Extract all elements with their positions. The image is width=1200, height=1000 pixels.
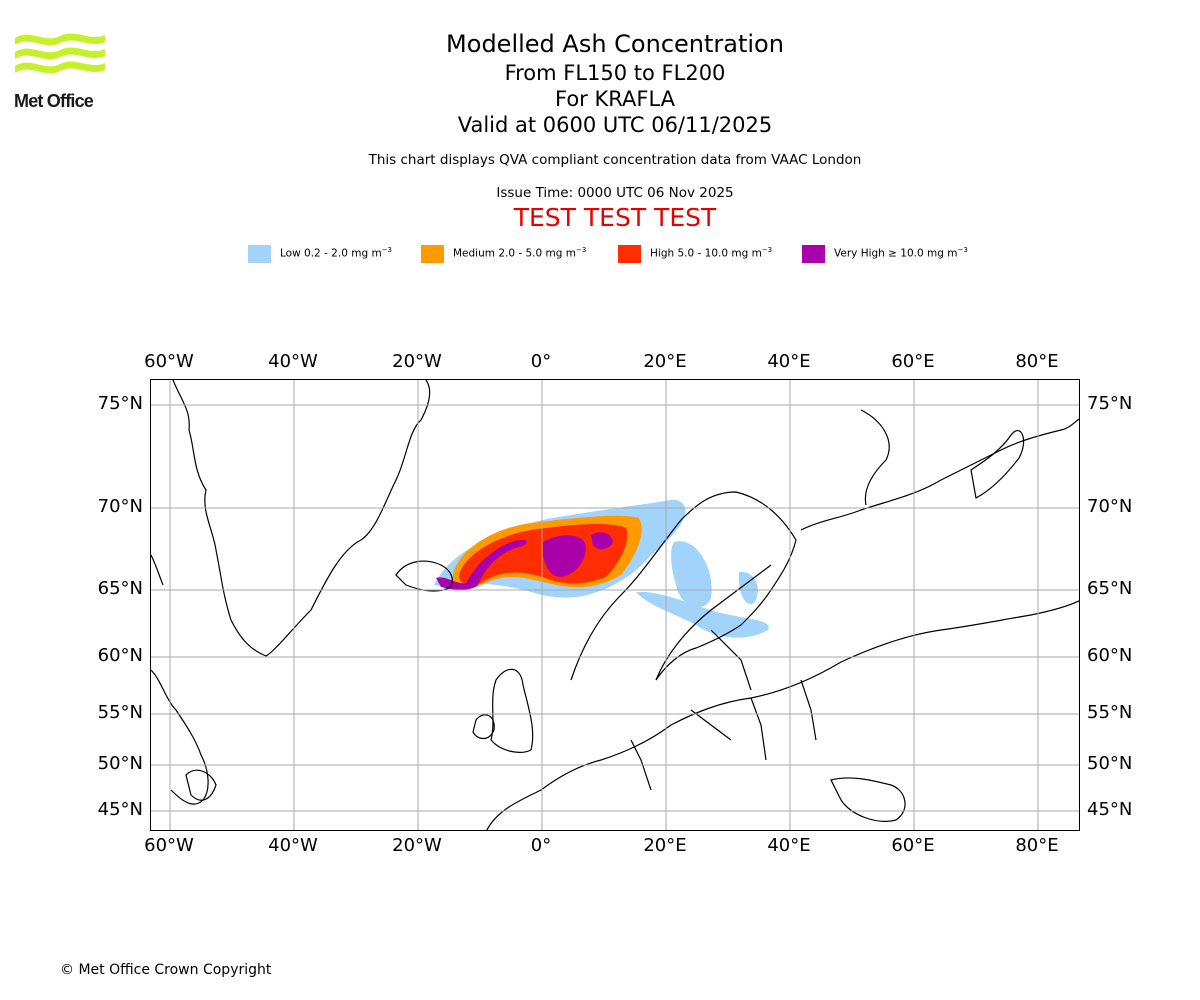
ash-low-region — [671, 541, 712, 608]
caspian-coast — [830, 777, 906, 822]
legend-label-medium: Medium 2.0 - 5.0 mg m−3 — [453, 246, 587, 260]
novaya-zemlya-coast — [970, 429, 1025, 499]
lon-tick-bottom: 80°E — [1015, 835, 1059, 856]
lat-tick-right: 60°N — [1087, 645, 1133, 666]
test-banner: TEST TEST TEST — [513, 203, 717, 232]
lat-tick-left: 50°N — [97, 753, 143, 774]
lon-tick-top: 40°W — [268, 351, 318, 372]
lat-tick-right: 65°N — [1087, 578, 1133, 599]
legend-label-high: High 5.0 - 10.0 mg m−3 — [650, 246, 773, 260]
lon-tick-top: 0° — [530, 351, 552, 372]
map-panel — [150, 379, 1080, 831]
met-office-wave-icon — [15, 33, 105, 74]
lon-tick-bottom: 40°E — [767, 835, 811, 856]
lon-tick-bottom: 60°E — [891, 835, 935, 856]
newfoundland-coast — [185, 769, 217, 801]
chart-title: Modelled Ash Concentration — [446, 30, 784, 58]
lon-tick-bottom: 0° — [530, 835, 552, 856]
lat-tick-right: 55°N — [1087, 702, 1133, 723]
lon-tick-top: 40°E — [767, 351, 811, 372]
legend-swatch-very-high — [802, 245, 825, 263]
logo-text: Met Office — [14, 91, 94, 111]
lat-tick-left: 75°N — [97, 393, 143, 414]
ash-very-high-region — [543, 535, 586, 577]
ash-low-region — [738, 571, 758, 605]
ash-low-region — [636, 591, 769, 638]
lat-tick-left: 60°N — [97, 645, 143, 666]
lat-tick-left: 45°N — [97, 799, 143, 820]
lon-tick-bottom: 20°E — [643, 835, 687, 856]
ash-very-high-region — [436, 539, 527, 590]
lon-tick-bottom: 60°W — [144, 835, 194, 856]
copyright-notice: © Met Office Crown Copyright — [60, 962, 272, 978]
lat-tick-left: 55°N — [97, 702, 143, 723]
lon-tick-top: 20°W — [392, 351, 442, 372]
lon-tick-bottom: 20°W — [392, 835, 442, 856]
issue-time: Issue Time: 0000 UTC 06 Nov 2025 — [496, 185, 734, 201]
met-office-logo: Met Office — [14, 30, 106, 112]
svalbard-coast — [860, 409, 890, 506]
lat-tick-right: 45°N — [1087, 799, 1133, 820]
russia-north-coast — [800, 418, 1079, 531]
legend-swatch-low — [248, 245, 271, 263]
chart-header: Modelled Ash Concentration From FL150 to… — [300, 28, 930, 232]
lat-tick-left: 70°N — [97, 496, 143, 517]
ash-very-high-region — [591, 532, 613, 550]
coastlines — [151, 380, 1079, 830]
country-borders — [630, 629, 817, 791]
legend-swatch-medium — [421, 245, 444, 263]
legend-label-very-high: Very High ≥ 10.0 mg m−3 — [834, 246, 968, 260]
legend-swatch-high — [618, 245, 641, 263]
valid-time: Valid at 0600 UTC 06/11/2025 — [457, 113, 773, 137]
lat-tick-right: 70°N — [1087, 496, 1133, 517]
ireland-coast — [472, 714, 495, 740]
lat-tick-right: 50°N — [1087, 753, 1133, 774]
flight-levels: From FL150 to FL200 — [504, 61, 726, 85]
labrador-coast — [151, 669, 209, 805]
lon-tick-top: 20°E — [643, 351, 687, 372]
lon-tick-top: 60°W — [144, 351, 194, 372]
legend-label-low: Low 0.2 - 2.0 mg m−3 — [280, 246, 393, 260]
lon-tick-top: 60°E — [891, 351, 935, 372]
volcano-name: For KRAFLA — [555, 87, 675, 111]
lon-tick-bottom: 40°W — [268, 835, 318, 856]
scandinavia-coast — [570, 491, 797, 681]
baffin-coast — [151, 554, 164, 586]
lat-tick-left: 65°N — [97, 578, 143, 599]
ash-map — [151, 380, 1079, 830]
uk-coast — [490, 668, 534, 753]
ash-plume — [434, 499, 769, 638]
qva-note: This chart displays QVA compliant concen… — [368, 152, 862, 168]
europe-coast — [486, 600, 1079, 830]
lon-tick-top: 80°E — [1015, 351, 1059, 372]
graticule — [151, 380, 1079, 830]
lat-tick-right: 75°N — [1087, 393, 1133, 414]
finland-coast — [655, 564, 772, 681]
greenland-coast — [172, 380, 431, 657]
